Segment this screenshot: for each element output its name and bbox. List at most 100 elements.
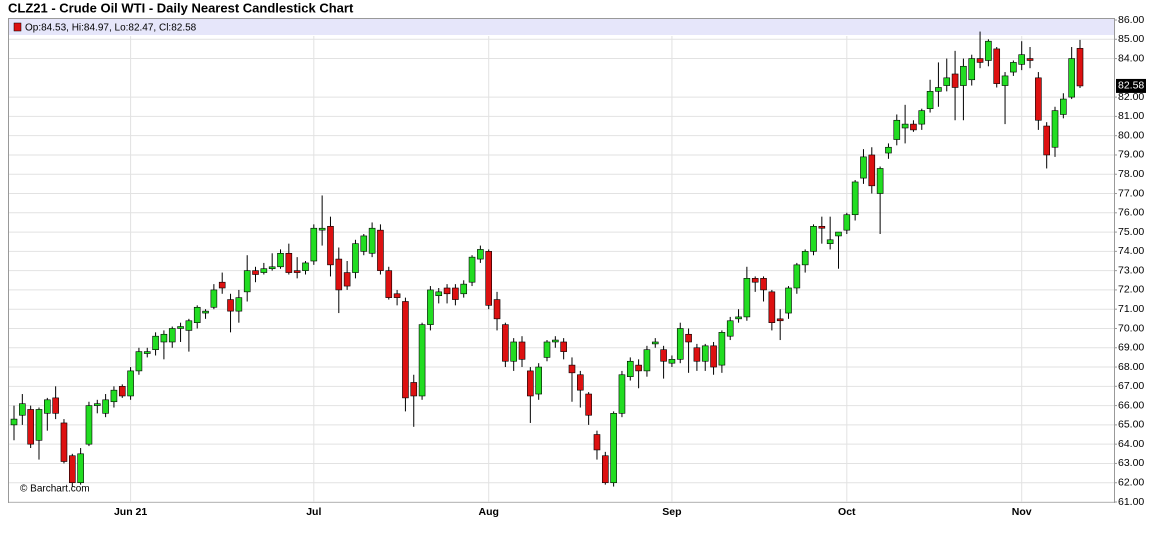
candle-body [1001, 75, 1009, 86]
y-tick-label: 64.00 [1118, 438, 1144, 450]
candle-body [801, 251, 809, 266]
candle-body [651, 341, 659, 345]
y-tick-label: 63.00 [1118, 457, 1144, 469]
candle-body [19, 403, 26, 416]
candle-body [193, 306, 201, 323]
y-tick-label: 78.00 [1118, 168, 1144, 180]
candle-body [926, 91, 934, 109]
candle-body [127, 370, 134, 397]
candle-body [402, 301, 409, 399]
candle-body [460, 283, 468, 295]
candle-body [235, 297, 243, 312]
candle-body [985, 40, 992, 61]
candle-body [751, 278, 759, 283]
y-tick-label: 79.00 [1118, 149, 1144, 161]
candle-body [185, 320, 193, 331]
candle-body [377, 229, 384, 271]
candle-body [418, 324, 426, 397]
candle-body [776, 318, 784, 322]
y-tick-label: 70.00 [1118, 322, 1144, 334]
y-tick-label: 72.00 [1118, 284, 1144, 296]
candle-body [410, 382, 418, 397]
candle-body [118, 386, 126, 397]
candle-body [1026, 58, 1034, 61]
candle-body [143, 351, 151, 354]
candle-body [44, 399, 51, 414]
candle-body [660, 349, 667, 362]
y-tick-label: 68.00 [1118, 361, 1144, 373]
y-tick-label: 81.00 [1118, 110, 1144, 122]
candle-body [543, 341, 551, 358]
candle-body [743, 278, 751, 318]
candle-body [502, 324, 509, 362]
candle-body [393, 293, 401, 298]
candle-body [693, 347, 701, 362]
candle-body [1043, 125, 1050, 156]
candle-body [785, 287, 792, 314]
legend-swatch [13, 22, 22, 32]
candle-body [110, 389, 118, 403]
candle-body [527, 370, 534, 397]
candle-body [685, 333, 692, 343]
candle-body [876, 168, 884, 194]
candle-body [252, 270, 259, 275]
candle-body [68, 455, 76, 484]
y-tick-label: 80.00 [1118, 129, 1144, 141]
x-tick-label: Jul [306, 506, 321, 518]
candle-body [810, 225, 817, 252]
candle-body [710, 345, 717, 368]
y-tick-label: 84.00 [1118, 52, 1144, 64]
candle-body [52, 397, 59, 414]
candle-body [360, 235, 368, 252]
candle-body [618, 374, 626, 414]
candle-body [93, 403, 101, 406]
candle-body [77, 453, 84, 484]
candle-body [485, 251, 493, 306]
candle-body [1035, 77, 1042, 121]
candle-body [851, 181, 859, 216]
candle-body [568, 364, 576, 374]
candle-body [1060, 98, 1067, 115]
candle-body [202, 310, 209, 314]
x-tick-label: Sep [662, 506, 681, 518]
candle-body [443, 287, 451, 295]
candle-body [27, 409, 34, 445]
y-tick-label: 66.00 [1118, 399, 1144, 411]
candle-body [243, 270, 251, 293]
candle-body [218, 281, 226, 289]
candle-body [1051, 110, 1059, 148]
last-price-label: 82.58 [1118, 80, 1144, 92]
candle-body [918, 110, 926, 125]
y-tick-label: 71.00 [1118, 303, 1144, 315]
credit: © Barchart.com [20, 484, 90, 495]
candle-body [951, 73, 959, 88]
candle-body [1010, 62, 1017, 73]
y-tick-label: 77.00 [1118, 187, 1144, 199]
candle-body [585, 393, 592, 416]
y-tick-label: 69.00 [1118, 342, 1144, 354]
candle-body [535, 366, 542, 395]
candle-body [826, 239, 834, 244]
candle-body [335, 258, 343, 291]
candle-body [85, 405, 93, 445]
candle-body [60, 422, 68, 462]
candle-body [385, 270, 393, 298]
candle-body [168, 328, 176, 343]
y-tick-label: 82.00 [1118, 91, 1144, 103]
y-tick-label: 61.00 [1118, 496, 1144, 508]
candle-body [518, 341, 526, 360]
legend-text: Op:84.53, Hi:84.97, Lo:82.47, Cl:82.58 [25, 23, 197, 34]
candle-body [935, 87, 942, 92]
candle-body [343, 272, 351, 287]
y-tick-label: 76.00 [1118, 207, 1144, 219]
candle-body [1076, 48, 1084, 87]
y-tick-label: 74.00 [1118, 245, 1144, 257]
x-tick-label: Nov [1012, 506, 1032, 518]
candle-body [310, 227, 318, 262]
candle-body [135, 351, 143, 372]
candle-body [318, 227, 326, 231]
candle-body [726, 320, 734, 337]
y-tick-label: 65.00 [1118, 419, 1144, 431]
